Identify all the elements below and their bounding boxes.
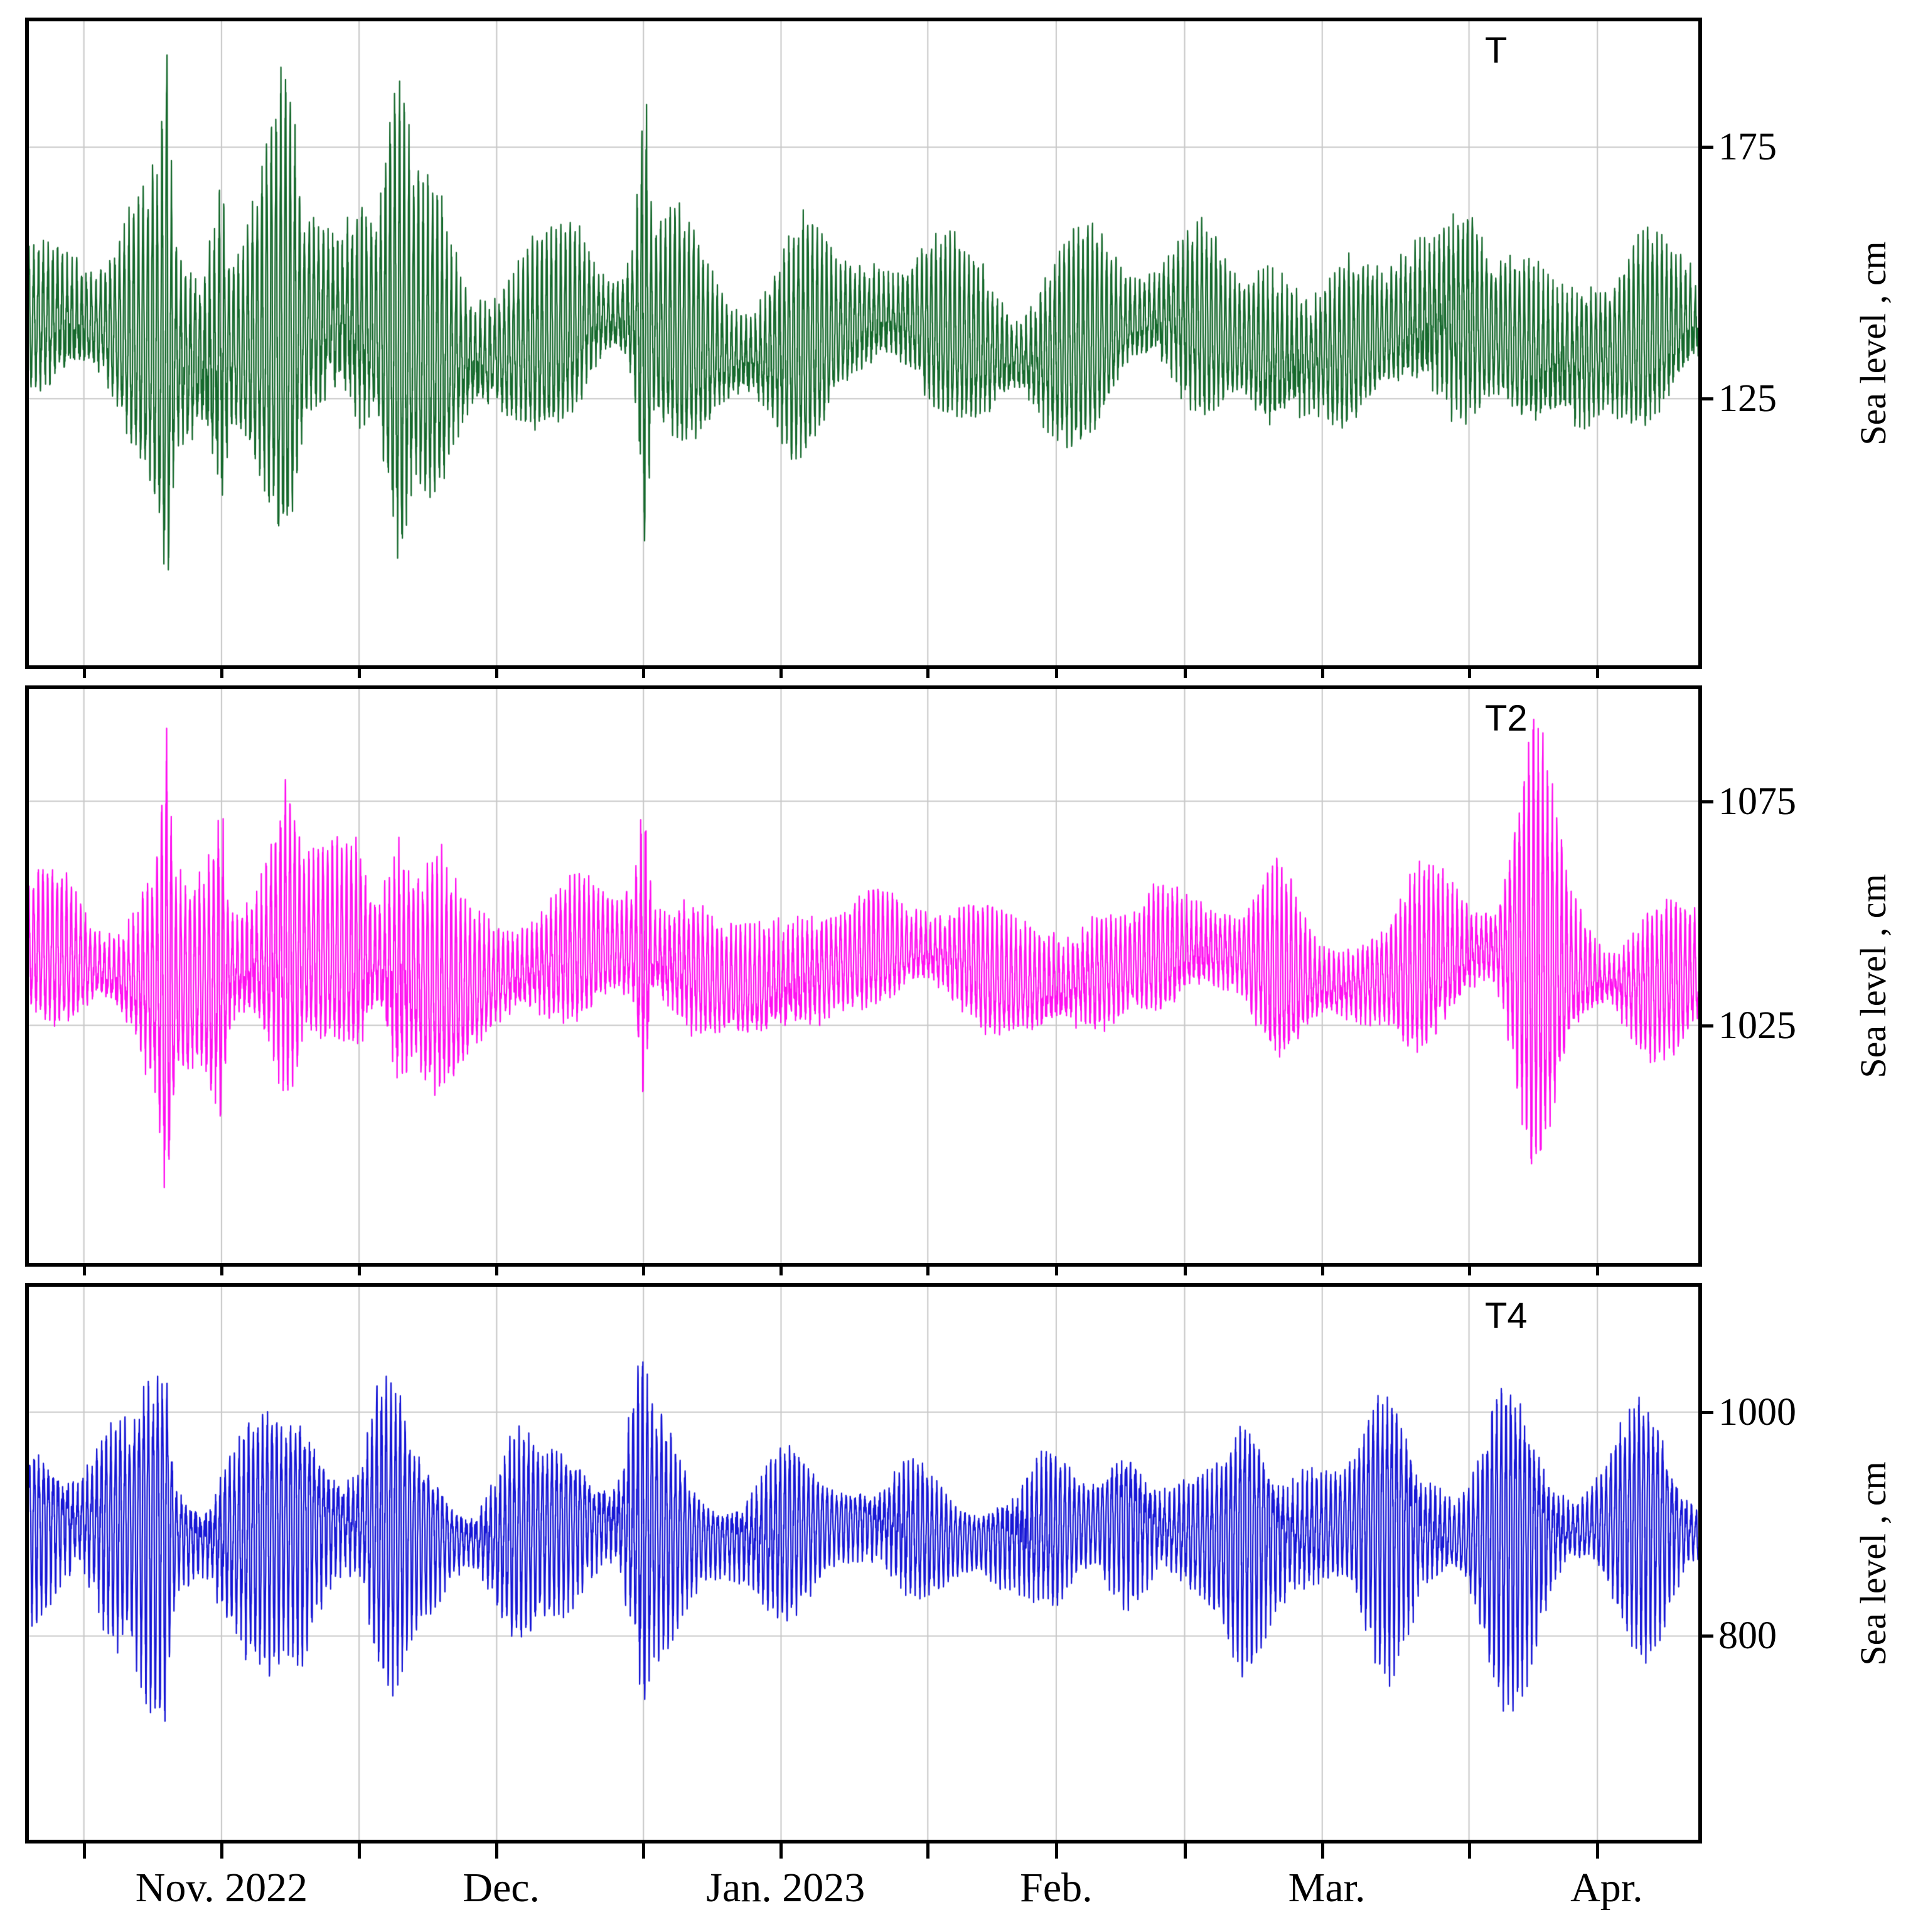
panel-t2: T2 <box>25 685 1702 1267</box>
x-tick-mark <box>495 1843 499 1859</box>
x-tick-mark <box>1596 1843 1600 1859</box>
x-tick-mark <box>82 1267 86 1275</box>
x-tick-mark <box>82 669 86 678</box>
y-tick-label: 1075 <box>1718 780 1796 823</box>
x-tick-mark <box>926 1267 930 1275</box>
x-tick-mark <box>358 1843 362 1859</box>
x-tick-mark <box>1054 1843 1058 1859</box>
y-axis-title: Sea level , cm <box>1853 874 1894 1078</box>
panel-label-t4: T4 <box>1485 1296 1528 1336</box>
x-axis-label: Nov. 2022 <box>135 1865 308 1911</box>
y-axis-title: Sea level , cm <box>1853 1461 1894 1666</box>
x-tick-mark <box>779 1843 783 1859</box>
x-tick-mark <box>1183 1843 1187 1859</box>
x-tick-mark <box>220 1843 223 1859</box>
x-tick-mark <box>779 1267 783 1275</box>
x-tick-mark <box>1467 669 1471 678</box>
x-tick-mark <box>1054 1267 1058 1275</box>
panel-label-t2: T2 <box>1485 698 1528 739</box>
y-tick-label: 175 <box>1718 126 1777 169</box>
panel-t4: T4 <box>25 1283 1702 1843</box>
panel-label-t: T <box>1485 30 1508 71</box>
panel-t: T <box>25 18 1702 669</box>
x-axis-label: Apr. <box>1570 1865 1643 1911</box>
x-tick-mark <box>1183 1267 1187 1275</box>
x-tick-mark <box>358 669 362 678</box>
y-axis-title: Sea level , cm <box>1853 241 1894 446</box>
y-tick-mark <box>1702 800 1713 803</box>
x-tick-mark <box>1054 669 1058 678</box>
x-tick-mark <box>220 669 223 678</box>
x-tick-mark <box>642 1843 646 1859</box>
y-tick-mark <box>1702 1634 1713 1638</box>
x-tick-mark <box>1467 1267 1471 1275</box>
x-tick-mark <box>1183 669 1187 678</box>
x-tick-mark <box>1320 1843 1324 1859</box>
x-tick-mark <box>1467 1843 1471 1859</box>
x-tick-mark <box>358 1267 362 1275</box>
x-tick-mark <box>642 669 646 678</box>
y-tick-mark <box>1702 397 1713 401</box>
x-tick-mark <box>495 1267 499 1275</box>
x-tick-mark <box>926 1843 930 1859</box>
y-tick-label: 125 <box>1718 377 1777 421</box>
x-axis-label: Jan. 2023 <box>706 1865 865 1911</box>
x-axis-label: Feb. <box>1020 1865 1093 1911</box>
x-axis-label: Dec. <box>463 1865 540 1911</box>
x-tick-mark <box>495 669 499 678</box>
series-canvas-t4 <box>29 1287 1698 1840</box>
x-tick-mark <box>82 1843 86 1859</box>
x-tick-mark <box>1320 669 1324 678</box>
x-axis-label: Mar. <box>1288 1865 1366 1911</box>
x-tick-mark <box>926 669 930 678</box>
y-tick-label: 1025 <box>1718 1004 1796 1047</box>
x-tick-mark <box>1596 669 1600 678</box>
series-canvas-t <box>29 21 1698 665</box>
x-tick-mark <box>642 1267 646 1275</box>
y-tick-mark <box>1702 1024 1713 1028</box>
x-tick-mark <box>1596 1267 1600 1275</box>
y-tick-label: 1000 <box>1718 1390 1796 1434</box>
x-tick-mark <box>779 669 783 678</box>
x-tick-mark <box>1320 1267 1324 1275</box>
x-tick-mark <box>220 1267 223 1275</box>
y-tick-label: 800 <box>1718 1614 1777 1658</box>
series-canvas-t2 <box>29 689 1698 1263</box>
y-tick-mark <box>1702 1410 1713 1414</box>
y-tick-mark <box>1702 146 1713 149</box>
